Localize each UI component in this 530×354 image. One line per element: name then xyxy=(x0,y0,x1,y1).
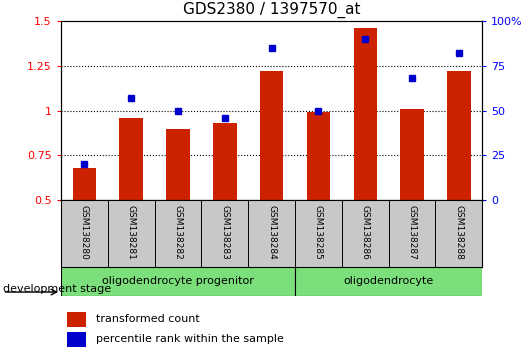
Bar xyxy=(400,109,424,200)
Text: GSM138283: GSM138283 xyxy=(220,205,229,260)
Bar xyxy=(61,267,295,296)
Bar xyxy=(166,129,190,200)
Bar xyxy=(307,113,330,200)
Text: GSM138287: GSM138287 xyxy=(408,205,417,260)
Bar xyxy=(213,123,236,200)
Text: GSM138286: GSM138286 xyxy=(361,205,370,260)
Text: GSM138282: GSM138282 xyxy=(173,205,182,260)
Text: GSM138285: GSM138285 xyxy=(314,205,323,260)
Title: GDS2380 / 1397570_at: GDS2380 / 1397570_at xyxy=(183,2,360,18)
Text: oligodendrocyte: oligodendrocyte xyxy=(343,276,434,286)
Text: GSM138284: GSM138284 xyxy=(267,205,276,260)
Bar xyxy=(354,28,377,200)
Bar xyxy=(119,118,143,200)
Text: percentile rank within the sample: percentile rank within the sample xyxy=(96,335,284,344)
Text: GSM138288: GSM138288 xyxy=(454,205,463,260)
Text: transformed count: transformed count xyxy=(96,314,200,324)
Bar xyxy=(73,168,96,200)
Bar xyxy=(67,332,86,347)
Bar xyxy=(67,312,86,326)
Text: GSM138280: GSM138280 xyxy=(80,205,89,260)
Text: oligodendrocyte progenitor: oligodendrocyte progenitor xyxy=(102,276,254,286)
Text: development stage: development stage xyxy=(3,284,111,293)
Bar xyxy=(260,71,284,200)
Text: GSM138281: GSM138281 xyxy=(127,205,136,260)
Bar xyxy=(295,267,482,296)
Bar xyxy=(447,71,471,200)
